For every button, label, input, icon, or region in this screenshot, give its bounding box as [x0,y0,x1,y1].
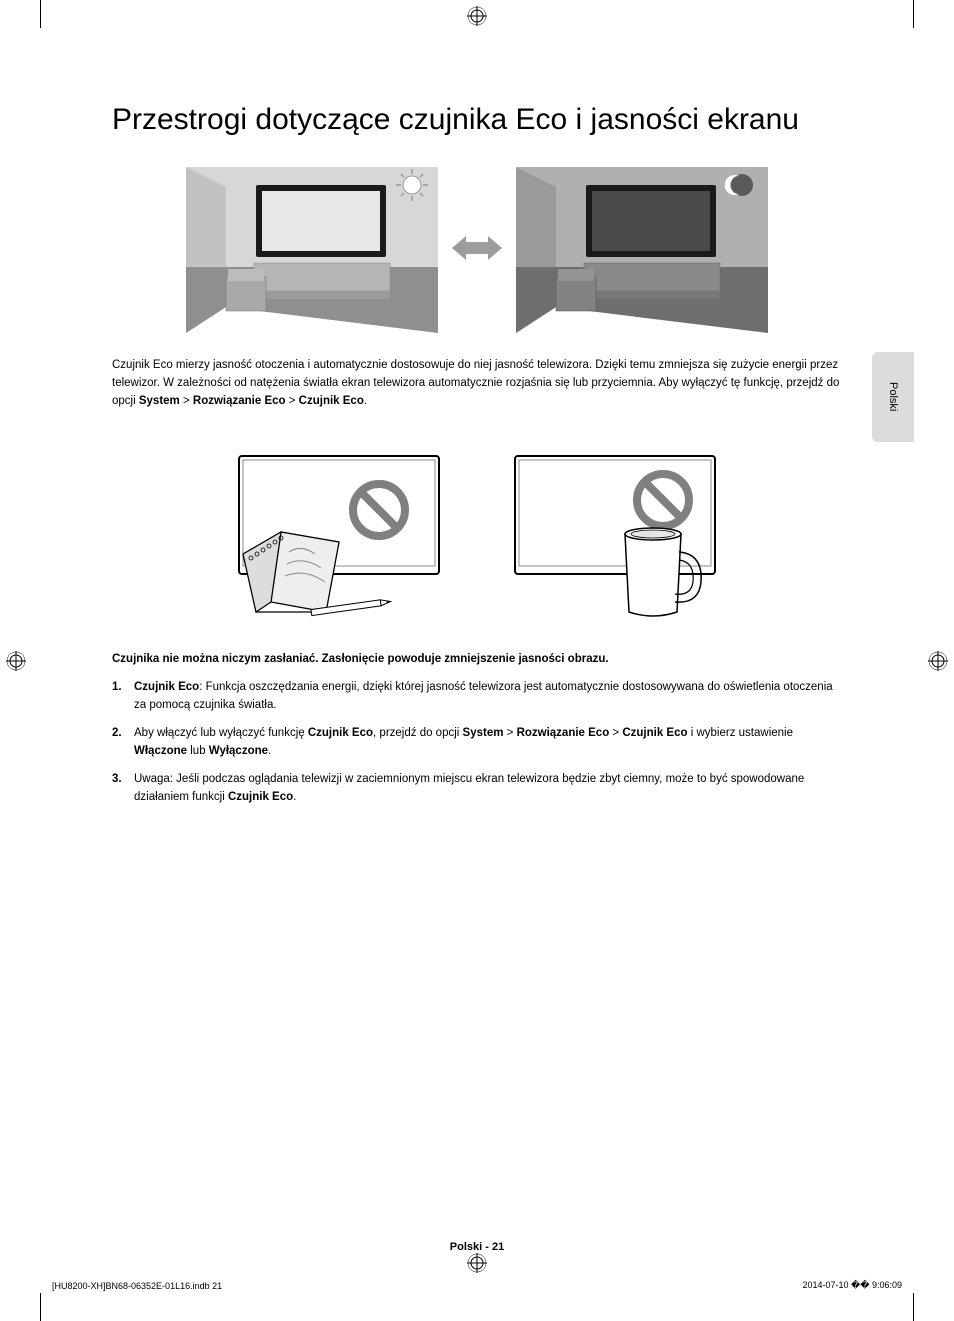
intro-paragraph: Czujnik Eco mierzy jasność otoczenia i a… [112,357,842,410]
calendar-obstruction-illustration [221,452,451,627]
double-arrow-icon [452,232,502,269]
room-dark-illustration [516,167,768,333]
item-bold: Czujnik Eco [622,727,687,739]
crop-mark [913,1293,914,1321]
registration-mark-icon [467,1253,487,1273]
item-bold: System [463,727,504,739]
item-bold: Wyłączone [209,745,268,757]
illustration-row-1 [112,167,842,333]
item-bold: Rozwiązanie Eco [517,727,610,739]
doc-footer-right: 2014-07-10 �� 9:06:09 [802,1280,902,1291]
crop-mark [913,0,914,28]
room-bright-illustration [186,167,438,333]
numbered-list: Czujnik Eco: Funkcja oszczędzania energi… [112,679,842,806]
item-bold: Czujnik Eco [228,791,293,803]
item-bold: Włączone [134,745,187,757]
intro-bold: Rozwiązanie Eco [193,395,286,407]
language-tab-label: Polski [887,382,899,411]
language-tab: Polski [872,352,914,442]
page-title: Przestrogi dotyczące czujnika Eco i jasn… [112,100,842,139]
mug-obstruction-illustration [503,452,733,627]
list-item: Uwaga: Jeśli podczas oglądania telewizji… [112,771,842,807]
intro-bold: Czujnik Eco [299,395,364,407]
intro-bold: System [139,395,180,407]
registration-mark-icon [6,651,26,671]
registration-mark-icon [928,651,948,671]
crop-mark [40,0,41,28]
list-item: Aby włączyć lub wyłączyć funkcję Czujnik… [112,725,842,761]
crop-mark [40,1293,41,1321]
page-footer: Polski - 21 [0,1241,954,1253]
doc-footer-left: [HU8200-XH]BN68-06352E-01L16.indb 21 [52,1281,222,1291]
item-bold: Czujnik Eco [308,727,373,739]
registration-mark-icon [467,6,487,26]
illustration-row-2 [112,452,842,627]
item-bold: Czujnik Eco [134,681,199,693]
page-content: Przestrogi dotyczące czujnika Eco i jasn… [112,100,842,816]
list-item: Czujnik Eco: Funkcja oszczędzania energi… [112,679,842,715]
warning-line: Czujnika nie można niczym zasłaniać. Zas… [112,653,842,665]
